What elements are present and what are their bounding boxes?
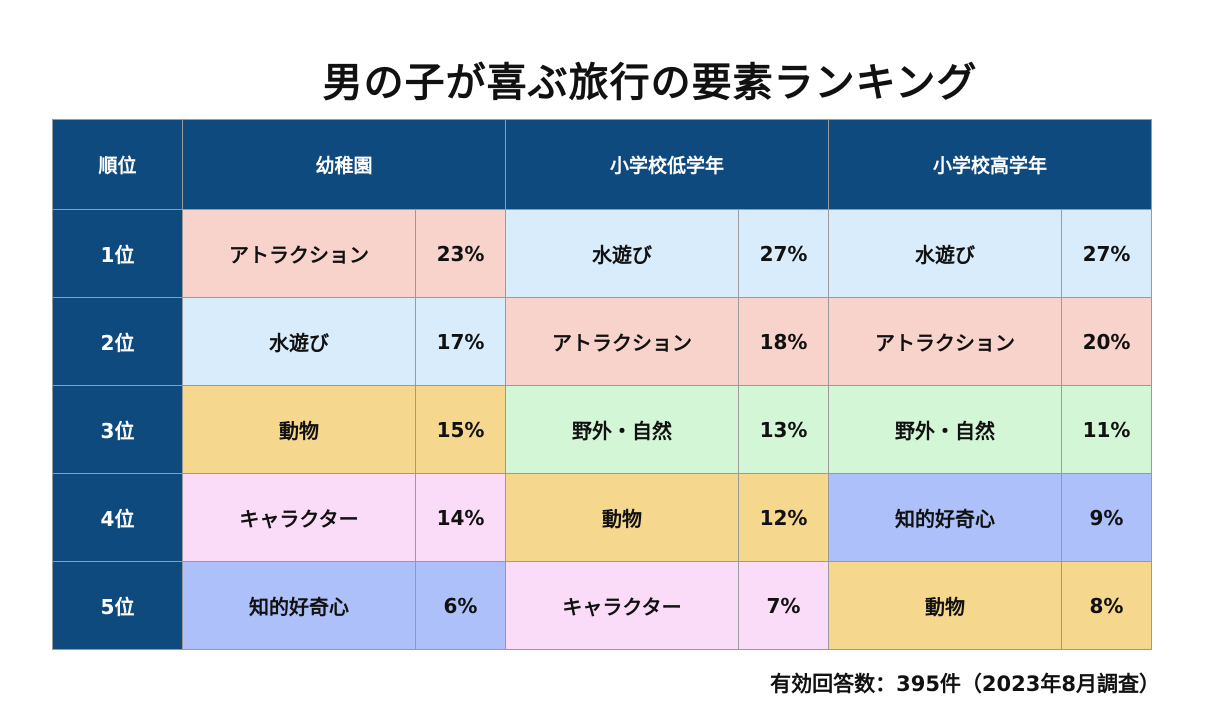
item-cell: アトラクション	[182, 209, 416, 298]
percent-cell: 9%	[1061, 473, 1152, 562]
item-cell: 野外・自然	[828, 385, 1062, 474]
percent-cell: 23%	[415, 209, 506, 298]
header-group-upper-elementary: 小学校高学年	[828, 119, 1152, 210]
percent-cell: 18%	[738, 297, 829, 386]
item-cell: アトラクション	[828, 297, 1062, 386]
table-row: 3位 動物 15% 野外・自然 13% 野外・自然 11%	[52, 385, 1152, 474]
header-row: 順位 幼稚園 小学校低学年 小学校高学年	[52, 119, 1152, 210]
percent-cell: 27%	[1061, 209, 1152, 298]
ranking-table: 順位 幼稚園 小学校低学年 小学校高学年 1位 アトラクション 23% 水遊び 27% 水…	[52, 119, 1152, 650]
item-cell: 水遊び	[182, 297, 416, 386]
percent-cell: 13%	[738, 385, 829, 474]
table-row: 1位 アトラクション 23% 水遊び 27% 水遊び 27%	[52, 209, 1152, 298]
item-cell: 動物	[828, 561, 1062, 650]
table-row: 2位 水遊び 17% アトラクション 18% アトラクション 20%	[52, 297, 1152, 386]
percent-cell: 14%	[415, 473, 506, 562]
percent-cell: 8%	[1061, 561, 1152, 650]
table-row: 4位 キャラクター 14% 動物 12% 知的好奇心 9%	[52, 473, 1152, 562]
percent-cell: 17%	[415, 297, 506, 386]
response-count-note: 有効回答数：395件（2023年8月調査）	[770, 672, 1160, 696]
header-group-kindergarten: 幼稚園	[182, 119, 506, 210]
item-cell: 水遊び	[505, 209, 739, 298]
percent-cell: 20%	[1061, 297, 1152, 386]
item-cell: 野外・自然	[505, 385, 739, 474]
item-cell: 動物	[182, 385, 416, 474]
item-cell: 動物	[505, 473, 739, 562]
rank-label: 3位	[52, 385, 183, 474]
rank-label: 2位	[52, 297, 183, 386]
percent-cell: 12%	[738, 473, 829, 562]
rank-label: 5位	[52, 561, 183, 650]
item-cell: キャラクター	[182, 473, 416, 562]
header-rank: 順位	[52, 119, 183, 210]
percent-cell: 6%	[415, 561, 506, 650]
percent-cell: 11%	[1061, 385, 1152, 474]
percent-cell: 7%	[738, 561, 829, 650]
table-row: 5位 知的好奇心 6% キャラクター 7% 動物 8%	[52, 561, 1152, 650]
rank-label: 1位	[52, 209, 183, 298]
item-cell: キャラクター	[505, 561, 739, 650]
item-cell: 知的好奇心	[828, 473, 1062, 562]
item-cell: 知的好奇心	[182, 561, 416, 650]
item-cell: 水遊び	[828, 209, 1062, 298]
item-cell: アトラクション	[505, 297, 739, 386]
percent-cell: 27%	[738, 209, 829, 298]
percent-cell: 15%	[415, 385, 506, 474]
chart-title: 男の子が喜ぶ旅行の要素ランキング	[322, 60, 978, 106]
rank-label: 4位	[52, 473, 183, 562]
header-group-lower-elementary: 小学校低学年	[505, 119, 829, 210]
